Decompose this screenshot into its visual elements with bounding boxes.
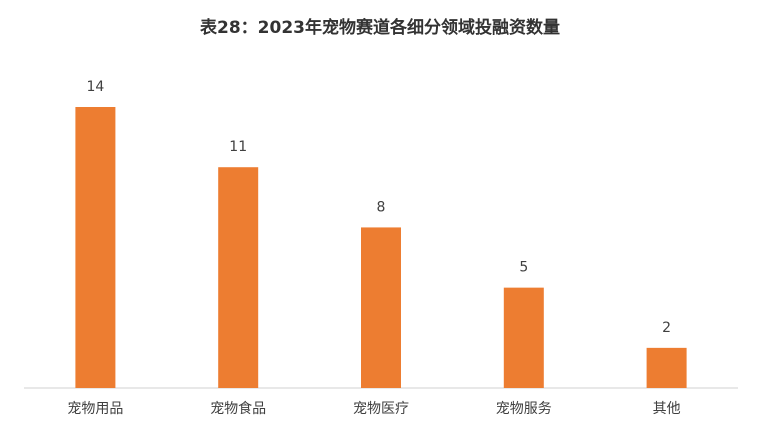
chart-title: 表28：2023年宠物赛道各细分领域投融资数量 — [200, 17, 560, 38]
data-label: 14 — [86, 79, 104, 95]
bar — [218, 167, 259, 388]
x-tick-label: 宠物用品 — [67, 401, 123, 417]
data-label: 2 — [662, 320, 671, 336]
bar — [646, 347, 687, 388]
bar — [75, 107, 116, 388]
x-tick-label: 宠物医疗 — [353, 401, 409, 417]
data-label: 5 — [519, 260, 528, 276]
data-label: 8 — [377, 199, 386, 215]
bar — [503, 287, 544, 388]
x-tick-label: 宠物服务 — [496, 401, 552, 417]
bar — [361, 227, 401, 388]
x-tick-label: 宠物食品 — [210, 400, 266, 417]
x-tick-label: 其他 — [653, 401, 681, 417]
data-label: 11 — [229, 139, 247, 155]
